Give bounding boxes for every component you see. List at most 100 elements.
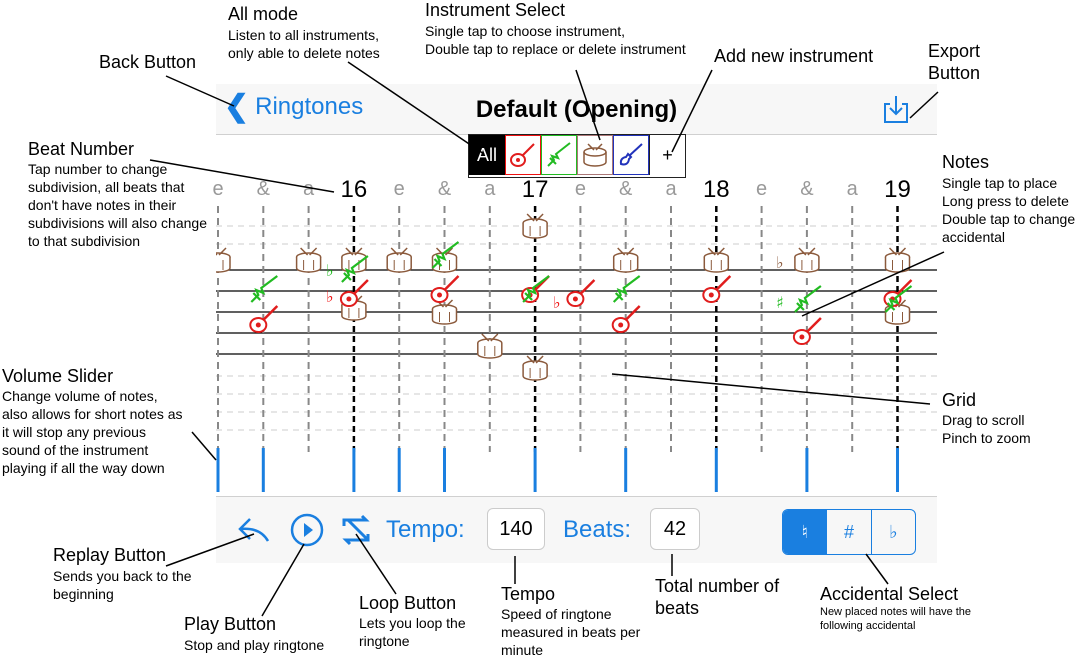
beats-input[interactable]: 42 bbox=[650, 508, 700, 550]
volume-bar[interactable] bbox=[714, 448, 718, 492]
beat-number-17[interactable]: 17 bbox=[521, 176, 549, 203]
replay-button[interactable] bbox=[236, 513, 276, 547]
electric-guitar-icon bbox=[619, 143, 643, 166]
guitar-note-icon[interactable] bbox=[430, 275, 460, 303]
volume-bar[interactable] bbox=[443, 448, 446, 492]
subdivision-label[interactable]: e bbox=[393, 178, 405, 200]
drum-note-icon[interactable] bbox=[612, 247, 639, 273]
accidental-flat-button[interactable]: ♭ bbox=[870, 510, 915, 554]
subdivision-label[interactable]: e bbox=[756, 178, 768, 200]
all-mode-label: All bbox=[476, 144, 497, 165]
grid-canvas: ♭ ♭ ♭ ♯ ♭ bbox=[216, 206, 937, 452]
note-accidental: ♭ bbox=[326, 287, 334, 306]
annotation-play-title: Play Button bbox=[184, 614, 277, 634]
volume-bar[interactable] bbox=[216, 448, 220, 492]
drum-note-icon[interactable] bbox=[295, 247, 322, 273]
guitar-note-icon[interactable] bbox=[611, 305, 641, 333]
back-button-label: Ringtones bbox=[255, 93, 364, 120]
accidental-sharp-button[interactable]: # bbox=[826, 510, 870, 554]
drum-icon bbox=[583, 143, 607, 167]
page-title: Default (Opening) bbox=[475, 96, 678, 123]
all-mode-button[interactable]: All bbox=[469, 135, 505, 175]
volume-slider[interactable] bbox=[216, 444, 937, 496]
note-accidental: ♭ bbox=[776, 253, 784, 272]
annotation-accidental-select-desc: New placed notes will have the following… bbox=[820, 606, 972, 632]
instrument-drum[interactable] bbox=[577, 135, 613, 175]
note-accidental: ♭ bbox=[326, 261, 334, 280]
annotation-beat-number-title: Beat Number bbox=[28, 139, 135, 159]
bass-guitar-icon bbox=[547, 142, 571, 167]
annotation-back-title: Back Button bbox=[99, 52, 197, 72]
play-button[interactable] bbox=[290, 513, 324, 547]
instrument-bass[interactable] bbox=[541, 135, 577, 175]
guitar-note-icon[interactable] bbox=[702, 275, 732, 303]
export-icon bbox=[884, 96, 908, 123]
drum-note-icon[interactable] bbox=[522, 213, 548, 239]
volume-bar[interactable] bbox=[805, 448, 809, 492]
drum-note-icon[interactable] bbox=[216, 247, 231, 273]
note-grid[interactable]: e & a 16 e & a 17 e & a 18 e & a 19 ♭ ♭ ♭ ♯ ♭ bbox=[212, 176, 937, 452]
subdivision-label[interactable]: e bbox=[574, 178, 586, 200]
drum-note-icon[interactable] bbox=[703, 247, 730, 273]
volume-bar[interactable] bbox=[397, 448, 401, 492]
beat-number-16[interactable]: 16 bbox=[340, 176, 368, 203]
tempo-input[interactable]: 140 bbox=[487, 508, 545, 550]
guitar-note-icon[interactable] bbox=[339, 279, 369, 307]
annotation-all-mode-desc: Listen to all instruments, only able to … bbox=[228, 27, 380, 61]
guitar-note-icon[interactable] bbox=[792, 317, 822, 345]
bass-note-icon[interactable] bbox=[612, 275, 641, 303]
accidental-natural-button[interactable]: ♮ bbox=[783, 510, 827, 554]
bass-note-icon[interactable] bbox=[522, 275, 550, 303]
volume-bar[interactable] bbox=[896, 448, 899, 492]
bass-note-icon[interactable] bbox=[250, 275, 278, 303]
subdivision-label[interactable]: & bbox=[437, 178, 452, 200]
subdivision-label[interactable]: a bbox=[484, 178, 496, 200]
bottom-toolbar: Tempo: 140 Beats: 42 ♮ # ♭ bbox=[216, 496, 937, 563]
annotation-instrument-select-desc: Single tap to choose instrument, Double … bbox=[425, 23, 686, 57]
annotation-total-beats-title: Total number of beats bbox=[655, 576, 780, 618]
annotation-tempo-desc: Speed of ringtone measured in beats per … bbox=[501, 606, 641, 658]
guitar-icon bbox=[510, 143, 535, 167]
drum-note-icon[interactable] bbox=[431, 299, 458, 325]
annotation-play-desc: Stop and play ringtone bbox=[184, 637, 325, 653]
loop-button[interactable] bbox=[338, 512, 374, 548]
add-instrument-button[interactable]: + bbox=[649, 135, 685, 175]
drum-note-icon[interactable] bbox=[522, 355, 548, 381]
annotation-grid-title: Grid bbox=[942, 390, 977, 410]
annotation-notes-title: Notes bbox=[942, 152, 990, 172]
annotation-add-instrument-title: Add new instrument bbox=[714, 46, 874, 66]
volume-bar[interactable] bbox=[261, 448, 265, 492]
subdivision-label[interactable]: a bbox=[846, 178, 858, 200]
bass-note-icon[interactable] bbox=[341, 255, 369, 283]
annotation-volume-desc: Change volume of notes, also allows for … bbox=[2, 388, 183, 476]
export-button[interactable] bbox=[882, 94, 910, 124]
nav-bar: ❮ Ringtones Default (Opening) bbox=[216, 84, 937, 135]
annotation-all-mode-title: All mode bbox=[228, 4, 299, 24]
tempo-label: Tempo: bbox=[386, 516, 465, 543]
beats-label: Beats: bbox=[563, 516, 632, 543]
subdivision-label[interactable]: & bbox=[619, 178, 633, 200]
volume-bar[interactable] bbox=[533, 448, 537, 492]
guitar-note-icon[interactable] bbox=[249, 305, 279, 333]
drum-note-icon[interactable] bbox=[794, 247, 820, 273]
instrument-guitar[interactable] bbox=[505, 135, 541, 175]
annotation-notes-desc: Single tap to place Long press to delete… bbox=[942, 175, 1076, 245]
subdivision-label[interactable]: & bbox=[800, 178, 814, 200]
annotation-volume-title: Volume Slider bbox=[2, 366, 114, 386]
back-button[interactable]: ❮ Ringtones bbox=[224, 92, 363, 122]
bass-note-icon[interactable] bbox=[431, 241, 460, 269]
volume-bar[interactable] bbox=[352, 448, 356, 492]
add-icon: + bbox=[662, 144, 673, 165]
annotation-replay-desc: Sends you back to the beginning bbox=[53, 568, 192, 602]
drum-note-icon[interactable] bbox=[386, 247, 412, 273]
instrument-electric-guitar[interactable] bbox=[613, 135, 649, 175]
volume-bar[interactable] bbox=[624, 448, 628, 492]
subdivision-label[interactable]: a bbox=[665, 178, 677, 200]
annotation-beat-number-desc: Tap number to change subdivision, all be… bbox=[28, 161, 207, 249]
drum-note-icon[interactable] bbox=[477, 333, 503, 359]
beat-number-18[interactable]: 18 bbox=[702, 176, 730, 203]
beat-number-19[interactable]: 19 bbox=[884, 176, 911, 203]
instrument-select: All bbox=[468, 134, 686, 178]
annotation-tempo-title: Tempo bbox=[501, 584, 556, 604]
guitar-note-icon[interactable] bbox=[566, 279, 596, 307]
